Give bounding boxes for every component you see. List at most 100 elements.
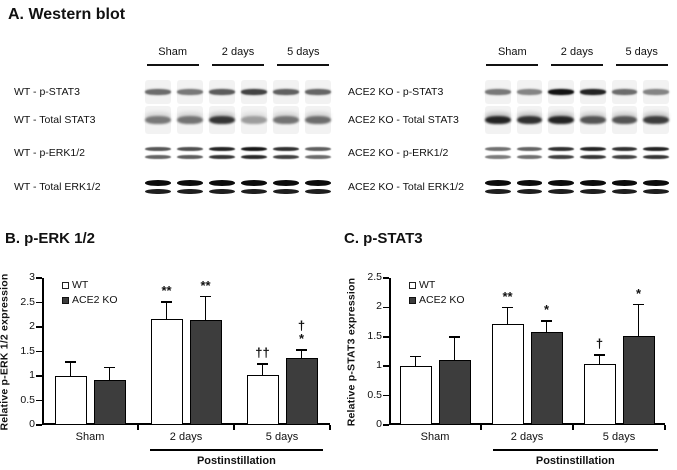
blot-column-underline bbox=[211, 64, 264, 66]
error-bar-stem bbox=[453, 336, 456, 361]
x-tick bbox=[664, 425, 666, 430]
blot-lane bbox=[611, 106, 638, 134]
blot-band bbox=[611, 180, 638, 186]
chart-p-stat3: C. p-STAT3 0 0.5 1 1.5 2 2.5 Relative p-STAT3 e… bbox=[339, 228, 677, 470]
blot-row: ACE2 KO - Total STAT3 bbox=[348, 106, 674, 134]
group-axis-line bbox=[150, 449, 323, 451]
blot-band bbox=[241, 147, 267, 151]
blot-band bbox=[485, 188, 511, 194]
blot-lane bbox=[177, 80, 203, 104]
blot-column-underline bbox=[277, 64, 330, 66]
y-tick-label: 2.5 bbox=[367, 271, 382, 283]
blot-band bbox=[177, 89, 203, 95]
error-bar-wt-5-days bbox=[594, 354, 605, 364]
bar-wt-sham bbox=[399, 366, 432, 425]
y-tick bbox=[383, 306, 389, 309]
blot-band bbox=[241, 188, 267, 194]
blot-lane bbox=[611, 138, 638, 168]
blot-band bbox=[548, 116, 575, 124]
x-category-label: Sham bbox=[420, 431, 450, 443]
blot-band bbox=[580, 89, 606, 95]
blot-lanes bbox=[140, 138, 336, 168]
blot-band bbox=[643, 147, 670, 151]
panel-a-title: A. Western blot bbox=[8, 6, 126, 23]
bar-ko-2-days bbox=[530, 332, 563, 425]
error-bar-ko-5-days bbox=[633, 303, 644, 337]
error-bar-ko-2-days bbox=[200, 295, 211, 321]
blot-band bbox=[580, 180, 606, 186]
blot-row-label: ACE2 KO - p-STAT3 bbox=[348, 86, 444, 98]
blot-band bbox=[516, 147, 543, 151]
blot-row: WT - p-ERK1/2 bbox=[14, 138, 336, 168]
blot-row: WT - Total ERK1/2 bbox=[14, 172, 336, 202]
blot-lanes bbox=[140, 172, 336, 202]
blot-band bbox=[485, 116, 511, 124]
significance-annotation-ko-2-days: ** bbox=[200, 277, 211, 293]
error-bar-ko-2-days bbox=[541, 320, 552, 333]
blot-band bbox=[580, 155, 606, 159]
legend-label: WT bbox=[72, 279, 89, 291]
blot-band bbox=[209, 116, 235, 124]
legend-item: ACE2 KO bbox=[409, 294, 465, 306]
blot-band bbox=[548, 180, 575, 186]
blot-lane bbox=[145, 106, 171, 134]
blot-band bbox=[611, 89, 638, 95]
x-tick bbox=[233, 425, 235, 430]
blot-row-label: WT - Total ERK1/2 bbox=[14, 181, 101, 193]
blot-lane bbox=[548, 138, 575, 168]
blot-band bbox=[305, 89, 331, 95]
blot-row: ACE2 KO - Total ERK1/2 bbox=[348, 172, 674, 202]
error-bar-stem bbox=[69, 361, 72, 376]
blot-lane bbox=[177, 172, 203, 202]
chart-title: C. p-STAT3 bbox=[344, 230, 423, 247]
blot-row-label: WT - p-STAT3 bbox=[14, 86, 80, 98]
blot-column-headers: Sham 2 days 5 days bbox=[140, 46, 336, 66]
blot-row: ACE2 KO - p-STAT3 bbox=[348, 80, 674, 104]
blot-column-header-label: 5 days bbox=[625, 46, 658, 58]
blot-lane bbox=[305, 106, 331, 134]
blot-lane bbox=[580, 172, 606, 202]
bar-ko-sham bbox=[438, 360, 471, 425]
chart-p-erk: B. p-ERK 1/2 0 0.5 1 1.5 2 2.5 3 Relative p-ERK … bbox=[0, 228, 338, 470]
blot-lane bbox=[643, 172, 670, 202]
legend-marker-ace2ko bbox=[62, 296, 69, 304]
y-tick bbox=[383, 365, 389, 367]
legend-marker-ace2ko bbox=[409, 296, 416, 304]
y-tick bbox=[36, 301, 42, 304]
blot-lane bbox=[145, 172, 171, 202]
bar-wt-5-days bbox=[246, 374, 279, 425]
blot-lane bbox=[643, 80, 670, 104]
blot-lane bbox=[580, 106, 606, 134]
group-axis-line bbox=[492, 449, 659, 451]
blot-group-wt: Sham 2 days 5 days WT - p-STAT3 WT - Total S… bbox=[14, 46, 336, 206]
blot-band bbox=[241, 116, 267, 124]
blot-lane bbox=[209, 172, 235, 202]
error-bar-wt-2-days bbox=[502, 306, 513, 325]
bar-wt-2-days bbox=[491, 324, 524, 425]
blot-row-label: WT - p-ERK1/2 bbox=[14, 147, 85, 159]
blot-lane bbox=[305, 138, 331, 168]
blot-band bbox=[643, 89, 670, 95]
blot-band bbox=[643, 116, 670, 124]
blot-lane bbox=[516, 172, 543, 202]
blot-lane bbox=[305, 172, 331, 202]
y-tick-label: 0.5 bbox=[367, 388, 382, 401]
blot-column-header: 2 days bbox=[205, 46, 270, 66]
legend: WT ACE2 KO bbox=[409, 279, 465, 306]
blot-lanes bbox=[480, 138, 674, 168]
legend-marker-wt bbox=[409, 281, 416, 289]
blot-band bbox=[273, 89, 299, 95]
y-tick-label: 0.5 bbox=[20, 393, 35, 406]
blot-band bbox=[145, 155, 171, 159]
blot-band bbox=[485, 180, 511, 186]
blot-column-underline bbox=[146, 64, 199, 66]
blot-band bbox=[177, 147, 203, 151]
bar-ko-2-days bbox=[189, 320, 222, 425]
blot-row-label: WT - Total STAT3 bbox=[14, 114, 96, 126]
y-tick-label: 0 bbox=[29, 418, 35, 430]
blot-row-label: ACE2 KO - p-ERK1/2 bbox=[348, 147, 449, 159]
blot-group-ace2ko: Sham 2 days 5 days ACE2 KO - p-STAT3 ACE2 KO… bbox=[348, 46, 674, 206]
error-bar-stem bbox=[545, 320, 548, 333]
error-bar-stem bbox=[165, 301, 168, 319]
blot-band bbox=[611, 155, 638, 159]
